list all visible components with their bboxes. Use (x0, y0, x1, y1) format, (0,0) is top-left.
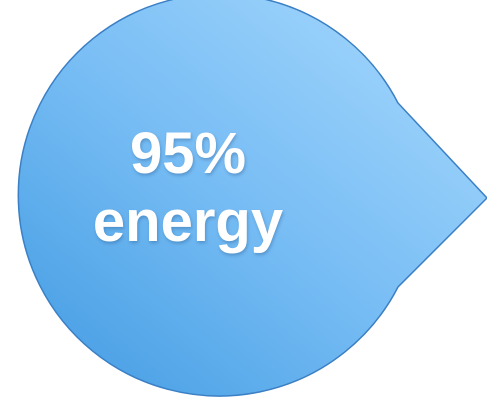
teardrop-body (17, 0, 487, 397)
callout-label: 95% energy (48, 120, 328, 256)
value-text: 95% (129, 121, 247, 186)
caption-text: energy (92, 189, 284, 254)
